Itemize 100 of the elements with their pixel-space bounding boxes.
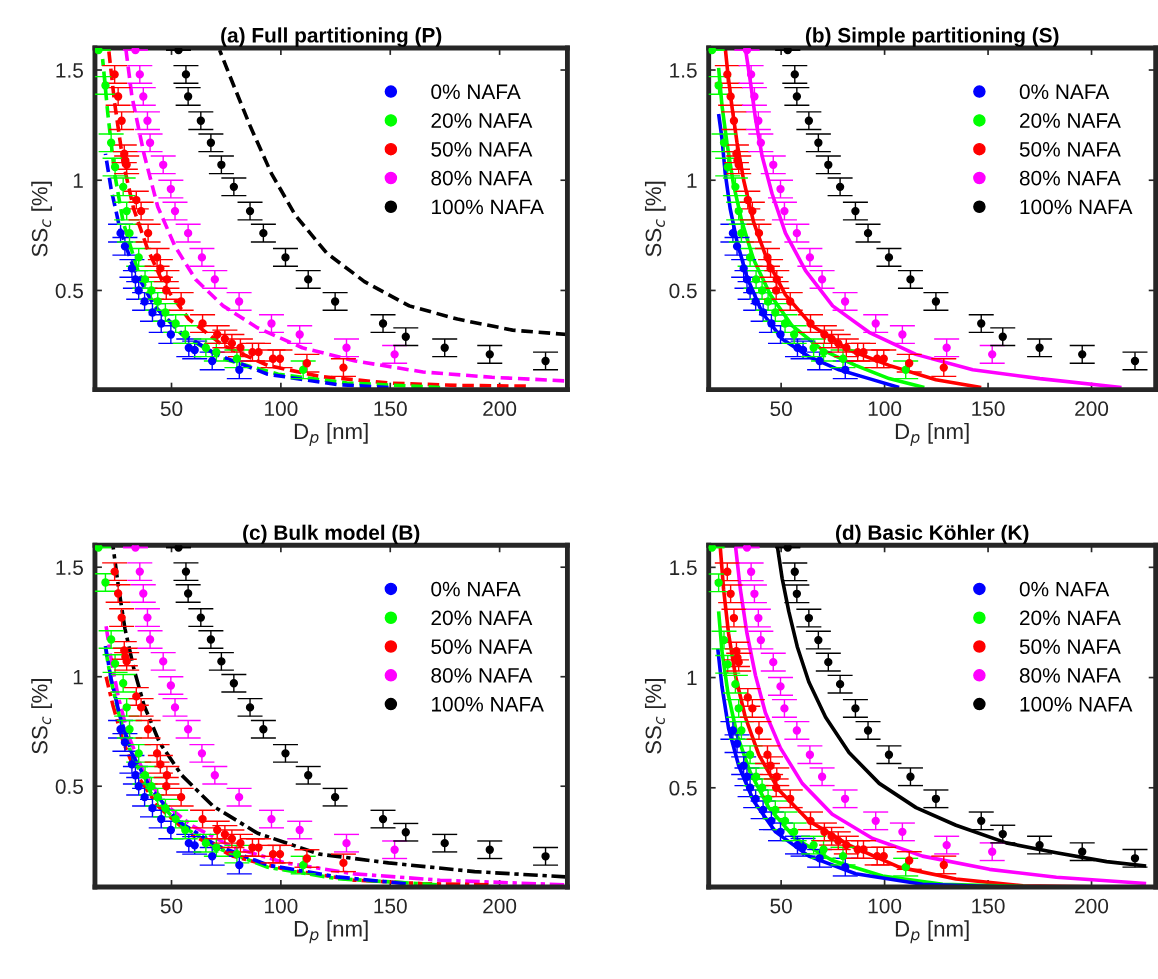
point — [898, 827, 907, 837]
point — [153, 793, 162, 802]
point — [792, 726, 802, 735]
point — [134, 782, 143, 791]
point — [757, 286, 767, 295]
point — [906, 772, 915, 781]
point — [181, 567, 191, 576]
legend-label: 20% NAFA — [1020, 610, 1121, 626]
point — [106, 138, 116, 147]
point — [789, 827, 799, 837]
y-tick-label: 1 — [687, 173, 697, 188]
x-tick-label: 150 — [374, 898, 407, 914]
point — [942, 343, 951, 352]
y-tick-label: 1.5 — [670, 63, 697, 78]
point — [817, 275, 827, 284]
point — [184, 839, 193, 848]
point — [485, 845, 494, 854]
point — [143, 116, 152, 125]
point — [116, 725, 125, 734]
chart-title: (b) Simple partitioning (S) — [805, 27, 1059, 47]
point — [742, 275, 752, 284]
point — [834, 836, 843, 845]
x-axis-title: D$_{p}$ [nm] — [294, 920, 368, 944]
point — [220, 334, 230, 344]
point — [737, 726, 746, 735]
legend-label: 0% NAFA — [1019, 581, 1110, 597]
point — [206, 635, 216, 644]
x-tick-label: 150 — [374, 401, 407, 417]
point — [772, 275, 781, 284]
point — [731, 680, 740, 689]
point — [757, 783, 767, 792]
point — [210, 771, 219, 780]
point — [390, 350, 399, 359]
point — [898, 330, 907, 339]
point — [790, 70, 799, 79]
legend-label: 100% NAFA — [1020, 199, 1133, 215]
point — [931, 297, 941, 306]
point — [751, 297, 760, 306]
x-axis-title: D$_{p}$ [nm] — [294, 422, 368, 446]
point — [181, 330, 190, 339]
point — [804, 613, 814, 623]
point — [143, 725, 153, 734]
point — [827, 832, 836, 841]
point — [998, 332, 1007, 341]
point — [101, 81, 110, 90]
point — [771, 783, 781, 792]
point — [977, 816, 986, 826]
x-tick-label: 100 — [868, 898, 902, 914]
point — [756, 138, 766, 147]
point — [771, 286, 781, 295]
legend-label: 50% NAFA — [1019, 141, 1121, 157]
x-axis-title: D$_{p}$ [nm] — [895, 920, 969, 944]
point — [851, 704, 860, 713]
point — [275, 849, 285, 859]
point — [745, 750, 755, 759]
point — [838, 851, 848, 861]
point — [783, 47, 792, 55]
point — [838, 354, 848, 363]
point — [723, 70, 732, 79]
point — [806, 319, 815, 328]
point — [901, 365, 910, 374]
point — [798, 345, 808, 355]
point — [790, 567, 799, 576]
point — [161, 308, 170, 317]
point — [157, 319, 166, 328]
point — [181, 70, 191, 79]
point — [792, 589, 802, 598]
point — [227, 339, 237, 348]
point — [401, 332, 410, 341]
point — [884, 750, 894, 759]
point — [229, 182, 239, 192]
point — [734, 206, 743, 216]
legend-label: 50% NAFA — [431, 141, 533, 157]
point — [254, 348, 263, 357]
point — [817, 772, 827, 781]
point — [174, 47, 183, 55]
legend-label: 80% NAFA — [431, 170, 533, 186]
point — [342, 343, 351, 352]
point — [879, 354, 888, 363]
point — [236, 839, 245, 848]
point — [132, 195, 141, 205]
point — [117, 613, 126, 622]
point — [763, 750, 772, 759]
point — [786, 297, 795, 306]
y-tick-label: 0.5 — [669, 283, 697, 299]
point — [708, 47, 717, 55]
x-tick-label: 50 — [160, 401, 183, 417]
point — [842, 343, 851, 352]
point — [767, 319, 776, 328]
point — [110, 162, 120, 172]
point — [295, 825, 304, 835]
point — [210, 275, 219, 284]
point — [723, 567, 732, 576]
point — [122, 206, 131, 216]
point — [772, 772, 781, 781]
point — [780, 206, 789, 216]
point — [152, 253, 162, 262]
point — [745, 253, 755, 262]
point — [1035, 840, 1044, 850]
y-tick-label: 0.5 — [669, 780, 697, 796]
